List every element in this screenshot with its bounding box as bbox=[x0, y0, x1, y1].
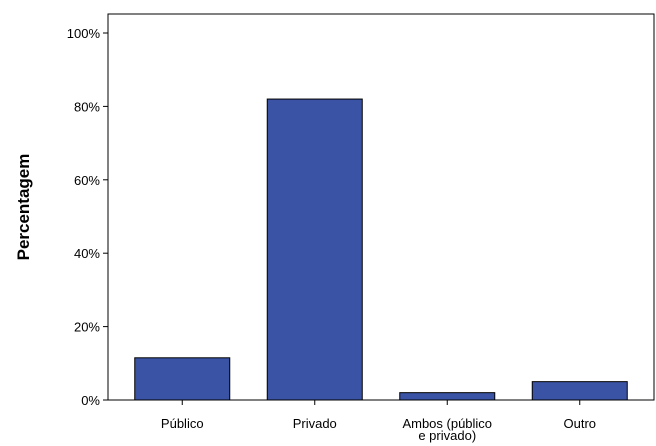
x-axis-labels: Público Privado Ambos (público e privado) Ou… bbox=[161, 400, 596, 443]
y-axis-label: Percentagem bbox=[14, 154, 33, 261]
x-tick-label: Ambos (público e privado) bbox=[402, 416, 492, 443]
y-tick-label: 100% bbox=[67, 26, 101, 41]
bar bbox=[266, 98, 363, 401]
bar bbox=[399, 392, 496, 401]
y-tick-label: 40% bbox=[74, 246, 100, 261]
bar bbox=[134, 357, 231, 401]
y-tick-label: 20% bbox=[74, 320, 100, 335]
x-tick-label: Público bbox=[161, 416, 204, 431]
plot-frame bbox=[107, 13, 655, 401]
x-tick-label: Privado bbox=[293, 416, 337, 431]
bar bbox=[531, 381, 628, 401]
y-tick-label: 60% bbox=[74, 173, 100, 188]
bars bbox=[134, 98, 628, 401]
y-axis-ticks: 0% 20% 40% 60% 80% 100% bbox=[67, 26, 108, 408]
y-tick-label: 0% bbox=[81, 393, 100, 408]
x-tick-label: Outro bbox=[563, 416, 596, 431]
y-tick-label: 80% bbox=[74, 99, 100, 114]
